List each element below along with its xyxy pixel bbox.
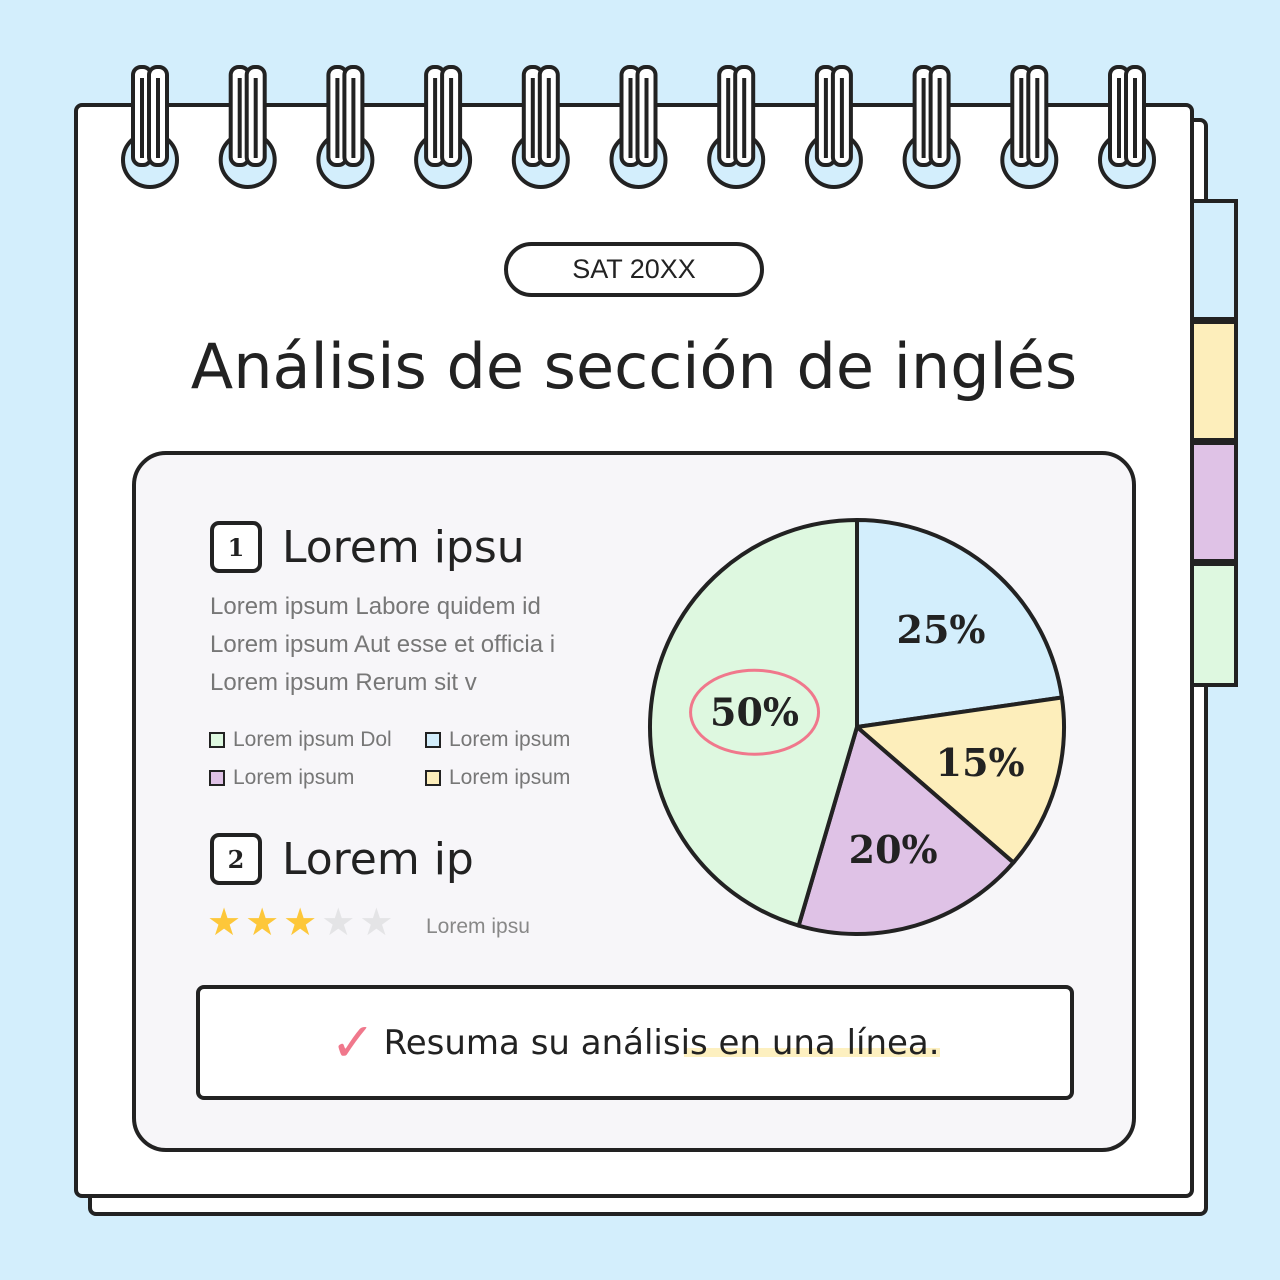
pie-label: 25%	[897, 607, 986, 652]
legend-label: Lorem ipsum	[449, 728, 571, 751]
tab-green[interactable]	[1190, 562, 1238, 687]
binding-ring	[707, 65, 766, 189]
legend-label: Lorem ipsum	[449, 766, 571, 789]
legend-item: Lorem ipsum	[425, 728, 605, 752]
binding-ring	[804, 65, 863, 189]
tab-blue[interactable]	[1190, 199, 1238, 321]
star-rating: ★ ★ ★ ★ ★	[207, 900, 397, 945]
legend-label: Lorem ipsum Dol	[233, 728, 392, 751]
star-filled-icon: ★	[207, 902, 242, 944]
legend-item: Lorem ipsum	[425, 766, 605, 790]
pie-slice	[855, 518, 1064, 729]
legend: Lorem ipsum Dol Lorem ipsum Lorem ipsum …	[209, 728, 605, 790]
star-filled-icon: ★	[245, 902, 280, 944]
pie-label: 50%	[710, 689, 799, 734]
pie-chart: 25% 15% 20% 50%	[648, 518, 1066, 936]
legend-item: Lorem ipsum	[209, 766, 425, 790]
rating-label: Lorem ipsu	[426, 915, 530, 938]
pie-label: 15%	[936, 740, 1025, 785]
section-1-header: 1 Lorem ipsu	[210, 521, 525, 573]
binding-ring	[414, 65, 473, 189]
binding-ring	[121, 65, 179, 189]
tab-yellow[interactable]	[1190, 320, 1238, 442]
binding-ring	[218, 65, 277, 189]
star-filled-icon: ★	[283, 902, 318, 944]
date-badge-text: SAT 20XX	[572, 254, 696, 284]
section-number-1: 1	[210, 521, 262, 573]
binding-ring	[902, 65, 961, 189]
section-2-header: 2 Lorem ip	[210, 833, 474, 885]
summary-text: Resuma su análisis en una línea.	[383, 1022, 940, 1063]
summary-box[interactable]: ✓ Resuma su análisis en una línea.	[196, 985, 1074, 1100]
pie-label: 20%	[849, 827, 938, 872]
legend-swatch	[425, 732, 441, 748]
section-2-heading: Lorem ip	[282, 833, 474, 885]
pie-slice	[796, 725, 1016, 936]
legend-item: Lorem ipsum Dol	[209, 728, 425, 752]
desc-line: Lorem ipsum Labore quidem id	[210, 593, 541, 620]
section-1-description: Lorem ipsum Labore quidem id Lorem ipsum…	[210, 588, 555, 702]
legend-label: Lorem ipsum	[233, 766, 355, 789]
highlight-circle	[689, 668, 821, 756]
pie-slice	[648, 518, 859, 928]
binding-ring	[1000, 65, 1059, 189]
check-icon: ✓	[330, 1011, 376, 1074]
binding-ring	[1098, 65, 1156, 189]
page-title: Análisis de sección de inglés	[190, 330, 1078, 403]
desc-line: Lorem ipsum Rerum sit v	[210, 669, 477, 696]
date-badge: SAT 20XX	[504, 242, 764, 297]
star-empty-icon: ★	[321, 902, 356, 944]
spiral-binding	[121, 65, 1156, 189]
desc-line: Lorem ipsum Aut esse et officia i	[210, 631, 556, 658]
legend-swatch	[209, 770, 225, 786]
binding-ring	[609, 65, 668, 189]
legend-swatch	[425, 770, 441, 786]
section-1-heading: Lorem ipsu	[282, 521, 525, 573]
section-number-2: 2	[210, 833, 262, 885]
pie-slice	[855, 695, 1066, 865]
binding-ring	[316, 65, 375, 189]
tab-purple[interactable]	[1190, 441, 1238, 563]
binding-ring	[511, 65, 570, 189]
star-empty-icon: ★	[359, 902, 394, 944]
legend-swatch	[209, 732, 225, 748]
